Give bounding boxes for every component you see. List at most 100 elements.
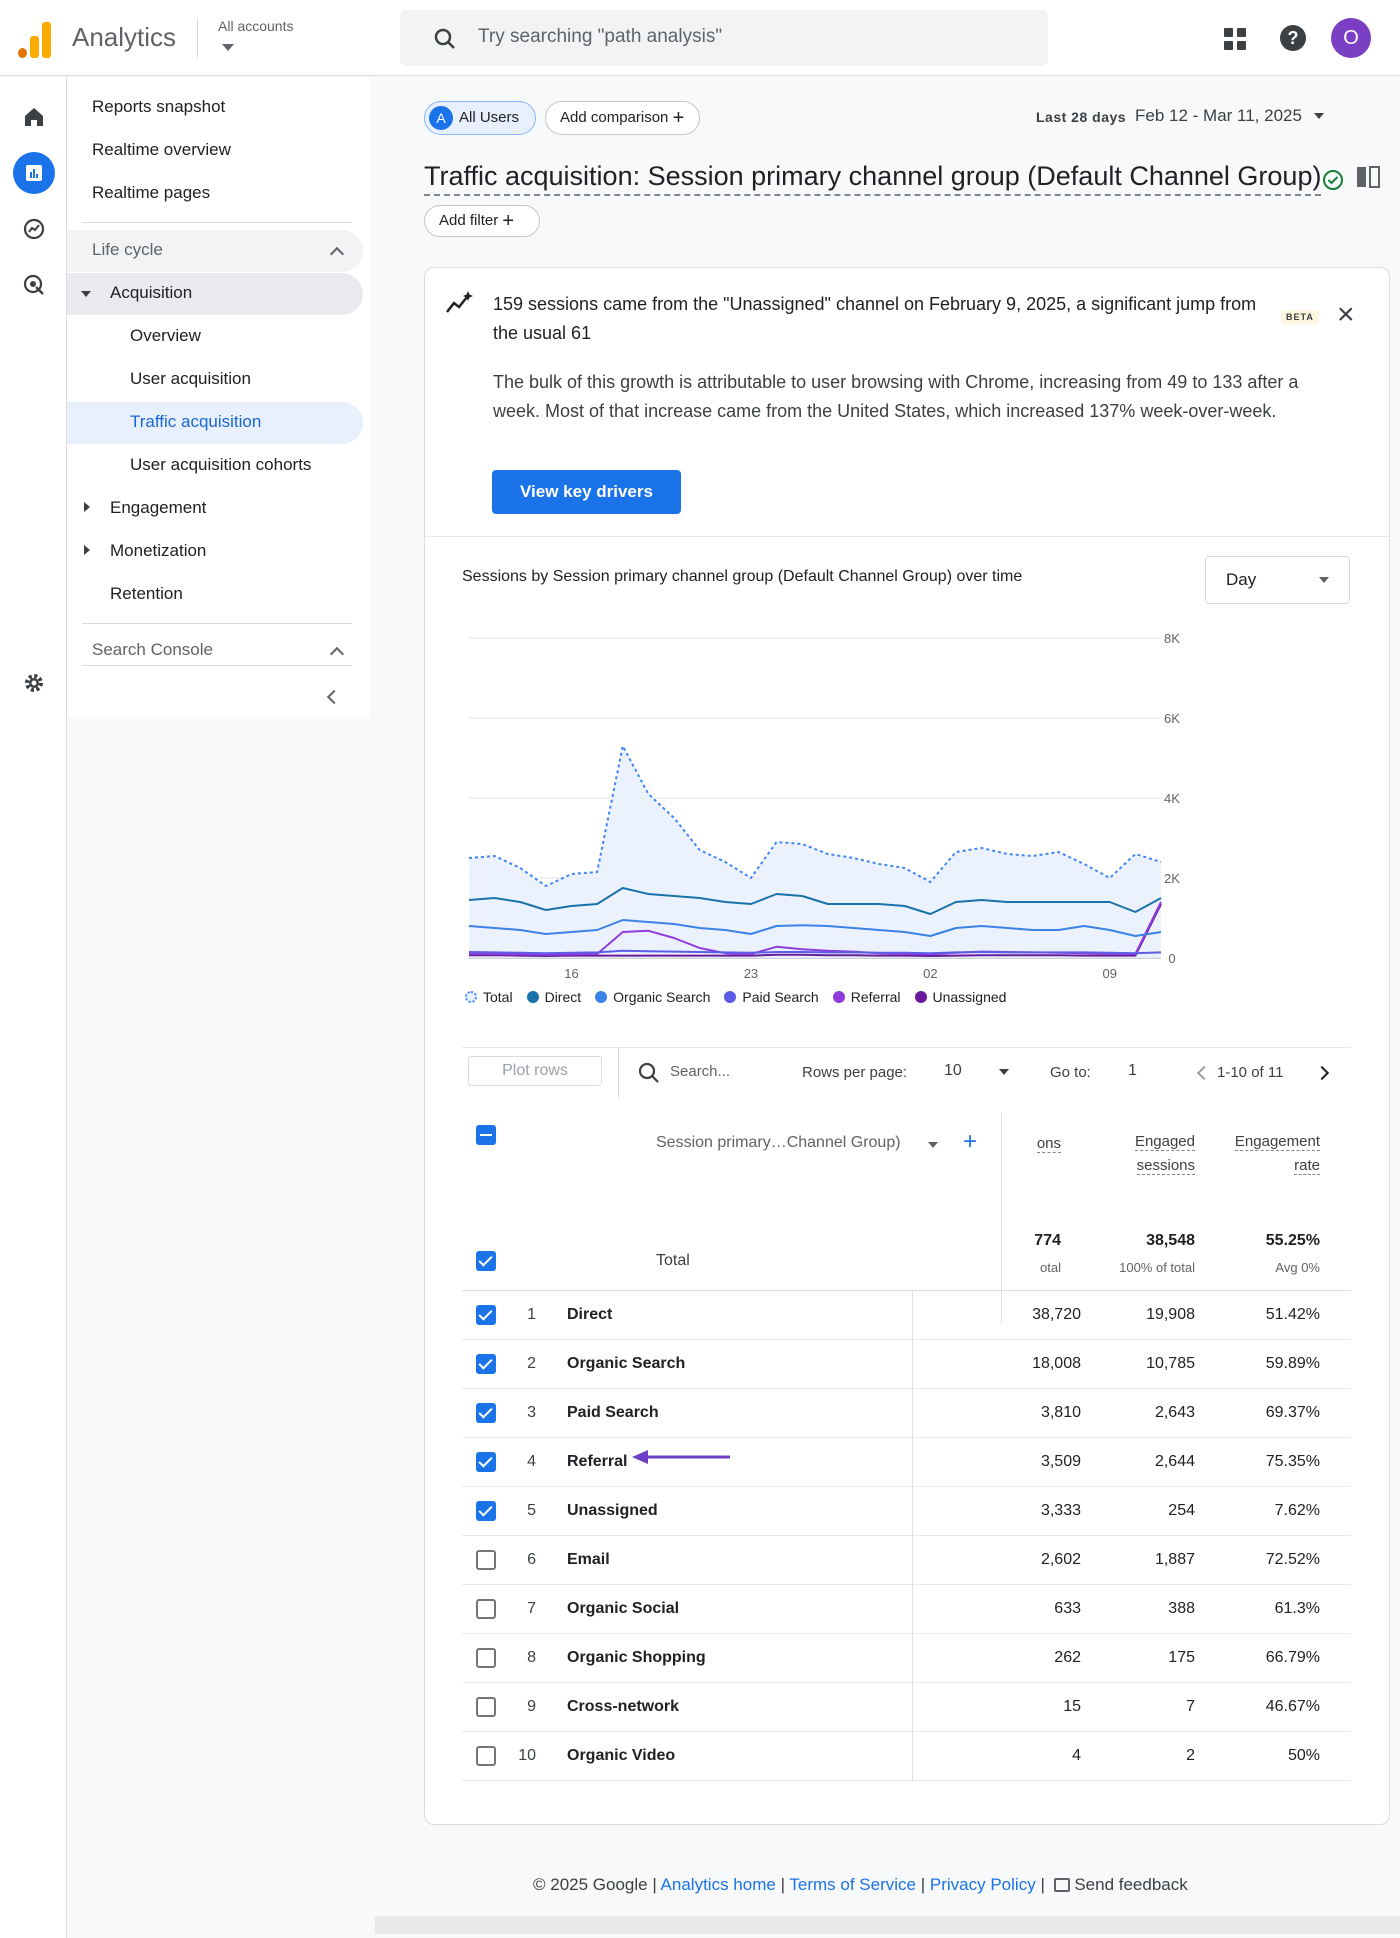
add-filter-button[interactable]: Add filter + bbox=[424, 205, 540, 237]
date-range-value[interactable]: Feb 12 - Mar 11, 2025 bbox=[1135, 106, 1302, 125]
row-checkbox[interactable] bbox=[476, 1697, 496, 1717]
analytics-home-link[interactable]: Analytics home bbox=[660, 1875, 776, 1894]
row-checkbox[interactable] bbox=[476, 1403, 496, 1423]
caret-right-icon[interactable] bbox=[84, 502, 90, 512]
nav-reports-snapshot[interactable]: Reports snapshot bbox=[92, 97, 226, 116]
prev-page-icon[interactable] bbox=[1196, 1065, 1212, 1081]
row-checkbox[interactable] bbox=[476, 1648, 496, 1668]
add-comparison-button[interactable]: Add comparison + bbox=[545, 101, 700, 135]
nav-lifecycle[interactable]: Life cycle bbox=[92, 240, 163, 259]
nav-traffic-acquisition[interactable]: Traffic acquisition bbox=[130, 412, 262, 431]
select-all-checkbox[interactable] bbox=[476, 1125, 496, 1145]
row-checkbox[interactable] bbox=[476, 1354, 496, 1374]
x-tick-label: 09 bbox=[1103, 966, 1117, 978]
nav-realtime-pages[interactable]: Realtime pages bbox=[92, 183, 211, 202]
legend-item[interactable]: Paid Search bbox=[724, 989, 819, 1005]
chevron-down-icon[interactable] bbox=[999, 1069, 1009, 1075]
apps-grid-icon[interactable] bbox=[1224, 28, 1246, 50]
next-page-icon[interactable] bbox=[1314, 1065, 1330, 1081]
row-checkbox[interactable] bbox=[476, 1305, 496, 1325]
row-checkbox[interactable] bbox=[476, 1452, 496, 1472]
table-row[interactable]: 10 Organic Video 4 2 50% bbox=[462, 1732, 1351, 1781]
terms-link[interactable]: Terms of Service bbox=[789, 1875, 916, 1894]
rows-per-page-select[interactable]: 10 bbox=[944, 1062, 962, 1079]
add-dimension-plus-icon[interactable]: + bbox=[963, 1128, 978, 1155]
nav-acquisition[interactable]: Acquisition bbox=[110, 283, 193, 302]
total-checkbox[interactable] bbox=[476, 1251, 496, 1271]
nav-engagement[interactable]: Engagement bbox=[110, 498, 207, 517]
view-key-drivers-button[interactable]: View key drivers bbox=[492, 470, 681, 514]
nav-user-acquisition-cohorts[interactable]: User acquisition cohorts bbox=[130, 455, 312, 474]
line-chart[interactable]: 02K4K6K8K16Feb2302Mar09 bbox=[425, 598, 1391, 978]
table-row[interactable]: 9 Cross-network 15 7 46.67% bbox=[462, 1683, 1351, 1732]
search-input[interactable]: Try searching "path analysis" bbox=[478, 26, 723, 47]
date-chevron-down-icon[interactable] bbox=[1314, 113, 1324, 119]
explore-icon[interactable] bbox=[13, 208, 55, 250]
plot-rows-button[interactable]: Plot rows bbox=[468, 1056, 602, 1086]
legend-item[interactable]: Referral bbox=[832, 989, 901, 1005]
table-row[interactable]: 8 Organic Shopping 262 175 66.79% bbox=[462, 1634, 1351, 1683]
legend-item[interactable]: Organic Search bbox=[595, 989, 710, 1005]
chevron-up-icon[interactable] bbox=[329, 646, 345, 662]
collapse-nav-icon[interactable] bbox=[326, 689, 342, 705]
nav-retention[interactable]: Retention bbox=[110, 584, 183, 603]
analytics-logo-icon[interactable] bbox=[18, 20, 52, 58]
legend-swatch bbox=[465, 991, 477, 1003]
chevron-down-icon[interactable] bbox=[222, 44, 234, 51]
goto-input[interactable]: 1 bbox=[1128, 1062, 1137, 1079]
nav-lifecycle-header[interactable] bbox=[67, 230, 363, 272]
table-row[interactable]: 3 Paid Search 3,810 2,643 69.37% bbox=[462, 1389, 1351, 1438]
legend-item[interactable]: Total bbox=[465, 989, 513, 1005]
row-index: 8 bbox=[527, 1649, 536, 1666]
close-icon[interactable]: × bbox=[1337, 298, 1355, 331]
send-feedback-link[interactable]: Send feedback bbox=[1074, 1875, 1188, 1894]
legend-item[interactable]: Unassigned bbox=[914, 989, 1006, 1005]
chevron-down-icon bbox=[1319, 577, 1329, 583]
table-toolbar: Plot rows Search... Rows per page: 10 Go… bbox=[462, 1048, 1351, 1098]
nav-monetization[interactable]: Monetization bbox=[110, 541, 207, 560]
account-selector[interactable]: All accounts bbox=[218, 18, 294, 34]
home-icon[interactable] bbox=[13, 96, 55, 138]
table-search-input[interactable]: Search... bbox=[670, 1063, 731, 1080]
channel-name: Email bbox=[567, 1551, 610, 1568]
interval-select[interactable]: Day bbox=[1205, 556, 1350, 604]
table-row[interactable]: 2 Organic Search 18,008 10,785 59.89% bbox=[462, 1340, 1351, 1389]
table-row[interactable]: 7 Organic Social 633 388 61.3% bbox=[462, 1585, 1351, 1634]
avatar[interactable]: O bbox=[1331, 18, 1371, 58]
row-checkbox[interactable] bbox=[476, 1746, 496, 1766]
search-bar[interactable]: Try searching "path analysis" bbox=[400, 10, 1048, 66]
horizontal-scrollbar[interactable] bbox=[375, 1916, 1400, 1934]
engaged-sessions-column-header[interactable]: Engaged sessions bbox=[1134, 1133, 1195, 1175]
engaged-sessions-value: 2,643 bbox=[1154, 1404, 1195, 1421]
all-users-chip[interactable]: A All Users bbox=[424, 101, 536, 135]
table-row[interactable]: 1 Direct 38,720 19,908 51.42% bbox=[462, 1291, 1351, 1340]
advertising-icon[interactable] bbox=[13, 264, 55, 306]
sessions-column-header[interactable]: ons bbox=[1036, 1135, 1061, 1153]
engagement-rate-column-header[interactable]: Engagement rate bbox=[1234, 1133, 1320, 1175]
caret-right-icon[interactable] bbox=[84, 545, 90, 555]
help-icon[interactable]: ? bbox=[1280, 25, 1306, 51]
reports-icon[interactable] bbox=[13, 152, 55, 194]
row-checkbox[interactable] bbox=[476, 1599, 496, 1619]
settings-gear-icon[interactable] bbox=[13, 662, 55, 704]
nav-overview[interactable]: Overview bbox=[130, 326, 201, 345]
table-row[interactable]: 6 Email 2,602 1,887 72.52% bbox=[462, 1536, 1351, 1585]
table-row[interactable]: 5 Unassigned 3,333 254 7.62% bbox=[462, 1487, 1351, 1536]
row-checkbox[interactable] bbox=[476, 1550, 496, 1570]
privacy-link[interactable]: Privacy Policy bbox=[929, 1875, 1036, 1894]
chevron-down-icon[interactable] bbox=[928, 1142, 938, 1148]
dimension-header[interactable]: Session primary…Channel Group) bbox=[656, 1134, 901, 1151]
caret-down-icon[interactable] bbox=[81, 291, 91, 297]
row-checkbox[interactable] bbox=[476, 1501, 496, 1521]
check-circle-icon[interactable] bbox=[1321, 168, 1345, 192]
feedback-icon[interactable] bbox=[1053, 1878, 1070, 1892]
nav-user-acquisition[interactable]: User acquisition bbox=[130, 369, 251, 388]
engaged-sessions-value: 388 bbox=[1168, 1600, 1195, 1617]
customize-report-icon[interactable] bbox=[1354, 164, 1382, 192]
total-sessions: 774 bbox=[1034, 1232, 1061, 1249]
row-index: 6 bbox=[527, 1551, 536, 1568]
legend-item[interactable]: Direct bbox=[526, 989, 581, 1005]
nav-search-console[interactable]: Search Console bbox=[92, 640, 213, 659]
table-row[interactable]: 4 Referral 3,509 2,644 75.35% bbox=[462, 1438, 1351, 1487]
nav-realtime-overview[interactable]: Realtime overview bbox=[92, 140, 231, 159]
